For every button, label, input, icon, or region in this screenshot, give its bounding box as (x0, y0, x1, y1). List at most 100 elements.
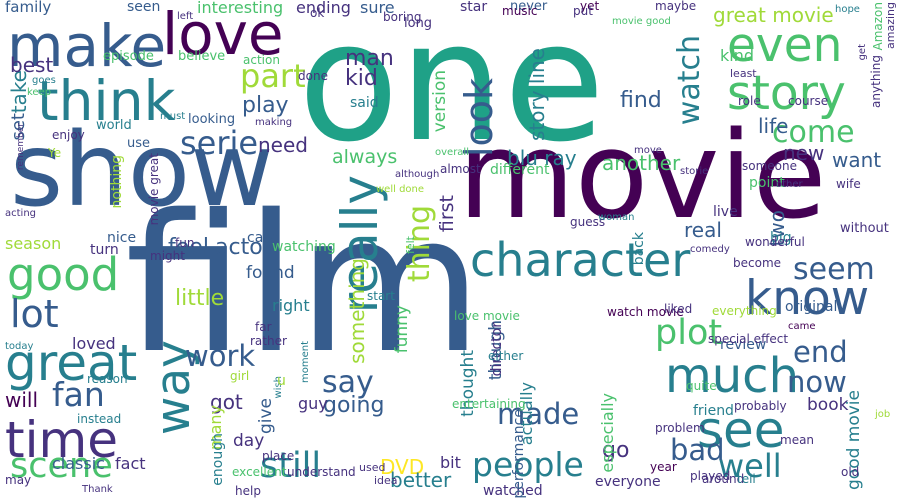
word-cloud-word: work (185, 339, 256, 373)
word-cloud-word: star (460, 0, 488, 15)
word-cloud-word: instead (77, 412, 122, 426)
word-cloud-word: make (7, 12, 167, 80)
word-cloud-word: movie good (612, 16, 671, 27)
word-cloud-word: funny (392, 305, 412, 354)
word-cloud-word: watch movie (607, 305, 684, 319)
word-cloud-word: original (785, 299, 838, 315)
word-cloud-word: think (37, 69, 176, 133)
word-cloud-word: role (738, 94, 761, 108)
word-cloud-word: much (665, 348, 799, 404)
word-cloud-word: maybe (655, 0, 697, 13)
word-cloud-word: watching (272, 239, 336, 255)
word-cloud-word: man (345, 46, 394, 71)
word-cloud-word: friend (693, 403, 734, 419)
word-cloud-word: yet (580, 0, 600, 13)
word-cloud-word: play (242, 93, 289, 118)
word-cloud-word: film (125, 174, 483, 395)
word-cloud-word: find (620, 88, 662, 113)
word-cloud-word: rather (250, 334, 287, 348)
word-cloud-word: better (390, 468, 452, 492)
word-cloud-word: understand (287, 465, 356, 479)
word-cloud-word: old (841, 465, 860, 479)
word-cloud-word: acting (5, 208, 37, 219)
word-cloud-word: great movie (713, 3, 834, 27)
word-cloud-word: overall (435, 147, 469, 158)
word-cloud-word: tell (737, 472, 756, 486)
word-cloud-word: another (602, 151, 681, 175)
word-cloud-word: version (430, 70, 450, 133)
word-cloud-word: classic (52, 454, 105, 473)
word-cloud-word: around (702, 472, 745, 486)
word-cloud-word: know (745, 271, 870, 326)
word-cloud-word: ending (296, 0, 351, 17)
word-cloud-word: entertaining (452, 397, 526, 411)
word-cloud-word: story line (525, 48, 549, 142)
word-cloud-word: problem (655, 421, 705, 435)
word-cloud-word: say (322, 365, 374, 400)
word-cloud-word: hope (835, 4, 860, 15)
word-cloud-word: real (684, 218, 722, 242)
word-cloud-word: storie (680, 166, 709, 177)
word-cloud-word: almost (440, 162, 481, 176)
word-cloud-word: although (395, 169, 440, 180)
word-cloud-word: performance (511, 409, 527, 499)
word-cloud-word: keep (27, 87, 52, 98)
word-cloud-word: found (246, 263, 295, 283)
word-cloud-word: going (323, 393, 385, 418)
word-cloud-word: either (488, 349, 524, 363)
word-cloud-word: time (5, 411, 118, 469)
word-cloud-word: great (5, 334, 138, 392)
word-cloud-word: came (788, 321, 816, 332)
word-cloud-word: help (235, 484, 261, 498)
word-cloud-word: good (7, 248, 120, 301)
word-cloud-word: wife (836, 177, 861, 191)
word-cloud-word: nice (107, 230, 137, 246)
word-cloud-word: everyone (595, 474, 661, 490)
word-cloud-word: right (272, 296, 310, 315)
word-cloud-word: turn (90, 242, 119, 258)
word-cloud-word: must (160, 111, 186, 122)
word-cloud-word: job (875, 409, 891, 420)
word-cloud-word: love movie (454, 309, 520, 323)
word-cloud-word: amazing (884, 2, 897, 49)
word-cloud-word: felt (404, 236, 417, 255)
word-cloud-word: day (233, 431, 265, 451)
word-cloud-word: serie (180, 124, 259, 162)
word-cloud-word: life (758, 114, 789, 138)
word-cloud-word: without (840, 221, 889, 236)
word-cloud-word: point (749, 175, 785, 191)
word-cloud-word: believe (178, 49, 226, 64)
word-cloud-word: action (243, 53, 280, 67)
word-cloud-word: today (5, 341, 34, 352)
word-cloud-word: left (177, 11, 194, 22)
word-cloud-word: fact (115, 454, 146, 473)
word-cloud-word: bit (440, 453, 461, 472)
word-cloud-word: watched (483, 483, 543, 499)
word-cloud-word: least (730, 67, 757, 80)
word-cloud-word: story (727, 66, 846, 121)
word-cloud-word: first (436, 195, 458, 233)
word-cloud-word: someone (742, 159, 797, 173)
word-cloud-word: move (634, 145, 662, 156)
word-cloud-word: family (5, 0, 52, 16)
word-cloud-word: place (262, 449, 295, 463)
word-cloud-word: scene (10, 446, 113, 486)
word-cloud-word: u (277, 373, 286, 389)
word-cloud-word: never (510, 0, 548, 14)
word-cloud-word: seen (127, 0, 161, 15)
word-cloud-word: see (697, 401, 785, 459)
word-cloud-word: season (5, 234, 62, 253)
word-cloud-word: might (150, 249, 185, 263)
word-cloud-word: review (720, 337, 767, 353)
word-cloud-word: interesting (197, 0, 284, 17)
word-cloud-word: people (472, 445, 584, 484)
word-cloud-word: use (127, 136, 151, 151)
word-cloud-word: DVD (380, 455, 425, 479)
word-cloud-word: now (787, 365, 847, 399)
word-cloud-word: moment (300, 341, 311, 384)
word-cloud-word: best (10, 53, 54, 77)
word-cloud-word: played (690, 469, 731, 483)
word-cloud-word: other (776, 179, 803, 190)
word-cloud-word: liked (664, 302, 693, 316)
word-cloud-word: kid (345, 66, 378, 91)
